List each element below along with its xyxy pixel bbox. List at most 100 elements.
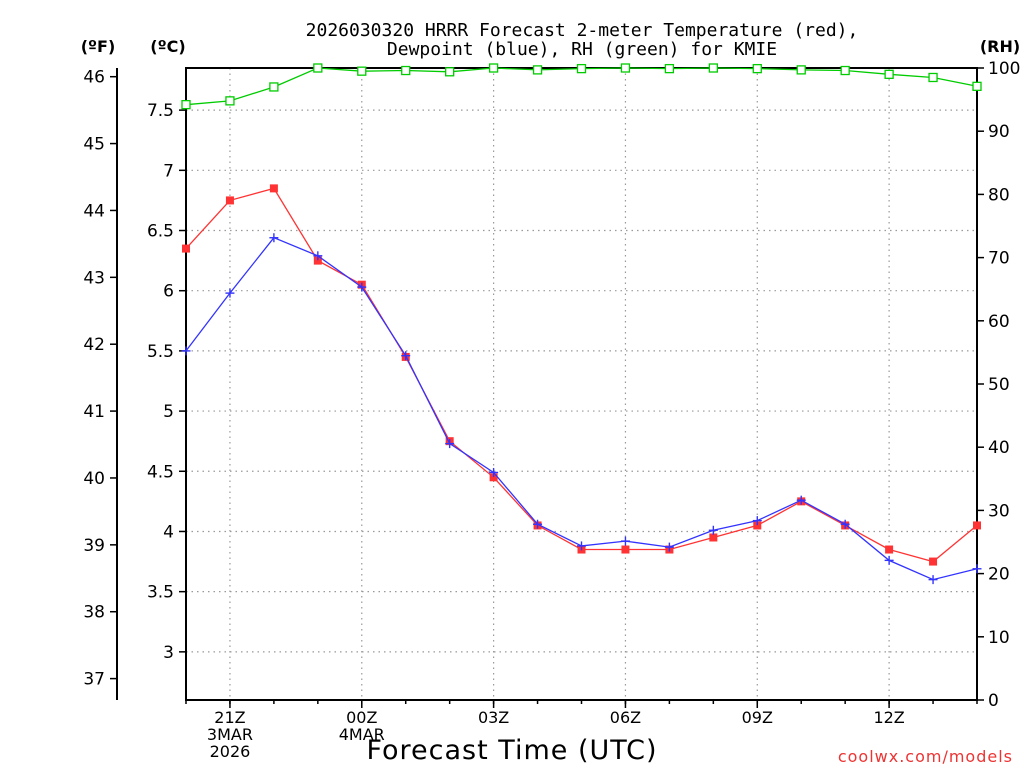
x-axis-title: Forecast Time (UTC) — [366, 735, 657, 766]
fahrenheit-tick-label: 40 — [83, 469, 105, 489]
dewpoint-point — [401, 351, 411, 361]
fahrenheit-tick-label: 46 — [83, 68, 105, 88]
temperature-series — [182, 184, 981, 566]
rh-tick-label: 70 — [988, 249, 1010, 269]
fahrenheit-unit-label: (ºF) — [81, 37, 116, 56]
rh-tick-label: 0 — [988, 691, 999, 711]
temperature-point — [182, 244, 190, 253]
celsius-tick-label: 7.5 — [147, 101, 174, 121]
celsius-unit-label: (ºC) — [150, 37, 185, 56]
dewpoint-point — [664, 542, 674, 552]
dewpoint-series — [181, 233, 982, 585]
rh-point — [708, 63, 718, 73]
rh-tick-label: 40 — [988, 438, 1010, 458]
dewpoint-point — [445, 439, 455, 449]
watermark: coolwx.com/models — [838, 747, 1013, 766]
gridlines — [186, 68, 977, 700]
rh-tick-label: 90 — [988, 122, 1010, 142]
celsius-tick-label: 6 — [163, 282, 174, 302]
time-tick-label: 2026 — [210, 742, 251, 761]
temperature-point — [885, 545, 894, 554]
temperature-point — [489, 473, 498, 482]
celsius-tick-label: 3 — [163, 643, 174, 663]
rh-point — [445, 67, 455, 77]
dewpoint-point — [577, 541, 586, 551]
rh-tick-label: 30 — [988, 501, 1010, 521]
time-tick-label: 21Z — [214, 708, 245, 727]
dewpoint-line — [185, 236, 978, 581]
fahrenheit-tick-label: 37 — [83, 670, 105, 690]
temperature-point — [973, 521, 981, 530]
fahrenheit-tick-label: 38 — [83, 603, 105, 623]
temperature-point — [313, 256, 322, 265]
time-tick-label: 09Z — [742, 708, 773, 727]
rh-tick-label: 20 — [988, 565, 1010, 585]
temperature-point — [621, 545, 630, 554]
rh-axis: 0 10 20 30 40 50 60 70 80 90 100 — [977, 59, 1020, 711]
dewpoint-point — [489, 467, 499, 477]
rh-point — [532, 65, 543, 75]
temperature-point — [709, 533, 718, 542]
dewpoint-point — [269, 233, 279, 243]
celsius-tick-label: 5.5 — [147, 342, 174, 362]
dewpoint-point — [533, 519, 543, 529]
fahrenheit-axis: 37 38 39 40 41 42 43 44 45 46 — [83, 68, 118, 700]
time-tick-label: 00Z — [346, 708, 377, 727]
temperature-line — [185, 187, 978, 563]
dewpoint-point — [884, 555, 894, 565]
rh-point — [664, 63, 675, 74]
rh-point — [181, 100, 191, 110]
rh-point — [401, 65, 411, 76]
dewpoint-point — [840, 519, 850, 529]
celsius-tick-label: 4 — [163, 522, 174, 542]
dewpoint-point — [313, 251, 323, 261]
celsius-tick-label: 4.5 — [147, 462, 174, 482]
dewpoint-point — [708, 525, 718, 535]
rh-point — [928, 72, 938, 83]
rh-point — [884, 69, 894, 79]
fahrenheit-tick-label: 43 — [83, 268, 105, 288]
dewpoint-point — [181, 346, 191, 356]
time-tick-label: 03Z — [478, 708, 509, 727]
rh-point — [620, 63, 631, 73]
rh-point — [357, 66, 367, 76]
rh-tick-label: 100 — [988, 59, 1020, 79]
celsius-tick-label: 6.5 — [147, 222, 174, 242]
rh-point — [269, 82, 279, 92]
chart-title-line1: 2026030320 HRRR Forecast 2-meter Tempera… — [306, 20, 859, 41]
celsius-tick-label: 7 — [163, 161, 174, 181]
dewpoint-point — [752, 516, 762, 526]
time-tick-label: 06Z — [610, 708, 641, 727]
rh-point — [796, 65, 806, 75]
rh-point — [488, 63, 499, 73]
plot-frame — [185, 67, 978, 701]
dewpoint-point — [620, 536, 630, 546]
celsius-axis: 3 3.5 4 4.5 5 5.5 6 6.5 7 7.5 — [147, 101, 186, 663]
rh-point — [225, 96, 235, 106]
dewpoint-point — [972, 564, 982, 574]
dewpoint-point — [796, 495, 806, 505]
series-layer — [181, 63, 982, 585]
fahrenheit-tick-label: 41 — [83, 402, 105, 422]
temperature-point — [225, 196, 234, 205]
celsius-tick-label: 5 — [163, 402, 174, 422]
celsius-tick-label: 3.5 — [147, 583, 174, 603]
rh-tick-label: 50 — [988, 375, 1010, 395]
rh-series — [181, 63, 982, 110]
rh-tick-label: 80 — [988, 185, 1010, 205]
rh-point — [752, 63, 762, 74]
temperature-point — [753, 521, 762, 530]
fahrenheit-tick-label: 39 — [83, 536, 105, 556]
rh-point — [313, 63, 323, 73]
rh-line — [185, 67, 978, 106]
time-tick-label: 4MAR — [339, 725, 385, 744]
rh-unit-label: (RH) — [980, 37, 1020, 56]
dewpoint-point — [357, 282, 367, 292]
temperature-point — [269, 184, 278, 193]
time-tick-label: 3MAR — [207, 725, 253, 744]
fahrenheit-tick-label: 42 — [83, 335, 105, 355]
dewpoint-point — [225, 288, 235, 298]
time-tick-label: 12Z — [873, 708, 904, 727]
